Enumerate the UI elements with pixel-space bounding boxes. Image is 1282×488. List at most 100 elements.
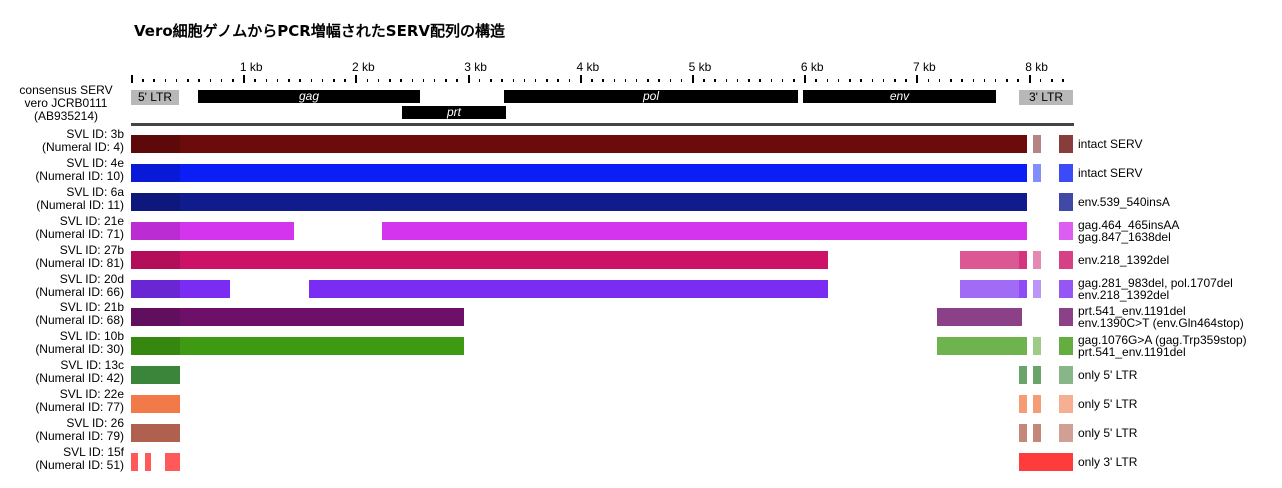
clone-segment	[382, 221, 1027, 240]
clone-note-line: env.1390C>T (env.Gln464stop)	[1078, 316, 1244, 331]
scale-label: 3 kb	[464, 60, 487, 74]
clone-note: gag.1076G>A (gag.Trp359stop) prt.541_env.…	[1078, 334, 1247, 358]
clone-segment	[309, 279, 828, 298]
scale-label: 2 kb	[352, 60, 375, 74]
clone-label: SVL ID: 27b (Numeral ID: 81)	[10, 242, 124, 270]
clone-id-line: SVL ID: 3b	[66, 127, 124, 141]
scale-tick	[164, 79, 167, 82]
clone-label: SVL ID: 10b (Numeral ID: 30)	[10, 330, 124, 356]
scale-tick	[254, 79, 256, 82]
clone-segment	[131, 452, 138, 471]
legend-swatch	[1059, 424, 1073, 442]
scale-tick	[310, 79, 312, 82]
scale-tick	[860, 79, 862, 82]
scale-tick	[905, 79, 907, 82]
scale-label: 1 kb	[239, 60, 263, 74]
scale-tick	[871, 79, 873, 82]
clone-segment	[131, 192, 1027, 211]
clone-numeral-line: (Numeral ID: 10)	[35, 168, 124, 183]
scale-tick	[400, 79, 402, 82]
clone-id-line: SVL ID: 27b	[59, 242, 124, 257]
figure-title: Vero細胞ゲノムからPCR増幅されたSERV配列の構造	[134, 22, 505, 40]
clone-label: SVL ID: 15f (Numeral ID: 51)	[10, 445, 124, 472]
clone-numeral-line: (Numeral ID: 81)	[35, 255, 124, 270]
clone-id-line: SVL ID: 22e	[59, 387, 124, 402]
scale-tick	[377, 79, 380, 82]
clone-label: SVL ID: 20d (Numeral ID: 66)	[10, 272, 124, 299]
scale-tick	[546, 79, 548, 82]
clone-segment	[1033, 366, 1041, 385]
scale-tick	[804, 75, 807, 83]
clone-id-line: SVL ID: 4e	[66, 155, 124, 170]
clone-segment	[960, 250, 1019, 269]
clone-note: env.539_540insA	[1078, 196, 1170, 208]
clone-note: env.218_1392del	[1078, 254, 1169, 266]
scale-tick	[276, 79, 279, 82]
scale-tick	[961, 79, 963, 82]
ltr3-box: 3' LTR	[1019, 90, 1073, 105]
scale-tick	[333, 79, 335, 82]
clone-note-line: env.539_540insA	[1078, 194, 1170, 209]
consensus-label: consensus SERV vero JCRB0111 (AB935214)	[10, 84, 122, 123]
clone-note: intact SERV	[1078, 167, 1142, 179]
clone-segment	[1033, 424, 1041, 442]
clone-numeral-line: (Numeral ID: 79)	[35, 429, 124, 443]
scale-tick	[815, 79, 817, 82]
scale-label: 6 kb	[800, 60, 824, 74]
scale-tick	[647, 79, 649, 82]
clone-note-line: gag.1076G>A (gag.Trp359stop)	[1078, 333, 1247, 348]
scale-tick	[635, 79, 638, 82]
scale-tick	[1062, 79, 1064, 82]
legend-swatch	[1059, 337, 1073, 356]
clone-note: prt.541_env.1191del env.1390C>T (env.Gln4…	[1078, 305, 1244, 329]
clone-segment	[131, 366, 180, 385]
consensus-label-line: consensus SERV	[19, 83, 113, 97]
ltr5-shade	[131, 163, 180, 182]
clone-segment	[131, 135, 1027, 153]
clone-numeral-line: (Numeral ID: 4)	[41, 140, 124, 154]
consensus-label-line: (AB935214)	[33, 109, 99, 123]
env-gene-box: env	[803, 90, 996, 103]
scale-tick	[153, 79, 155, 82]
clone-segment	[1033, 279, 1041, 298]
clone-segment	[1033, 250, 1041, 269]
clone-note: gag.281_983del, pol.1707del env.218_1392d…	[1078, 277, 1233, 301]
ltr5-shade	[131, 135, 180, 153]
clone-label: SVL ID: 21e (Numeral ID: 71)	[10, 214, 124, 241]
scale-tick	[1028, 75, 1031, 83]
scale-tick	[288, 79, 290, 82]
clone-numeral-line: (Numeral ID: 51)	[35, 457, 124, 472]
clone-segment	[1019, 250, 1027, 269]
scale-tick	[770, 79, 772, 82]
clone-label: SVL ID: 3b (Numeral ID: 4)	[10, 128, 124, 154]
scale-tick	[198, 79, 200, 82]
clone-segment	[131, 337, 464, 356]
clone-note-line: only 5' LTR	[1078, 368, 1138, 383]
scale-tick	[1017, 79, 1019, 82]
scale-tick	[456, 79, 458, 82]
pol-gene-box: pol	[504, 90, 798, 103]
clone-label: SVL ID: 4e (Numeral ID: 10)	[10, 155, 124, 183]
scale-tick	[624, 79, 627, 82]
scale-tick	[321, 79, 324, 82]
clone-numeral-line: (Numeral ID: 42)	[35, 371, 124, 386]
ltr5-shade	[131, 308, 180, 327]
scale-tick	[220, 79, 223, 82]
scale-tick	[703, 79, 705, 82]
scale-label: 4 kb	[576, 60, 600, 74]
legend-swatch	[1059, 250, 1073, 269]
scale-tick	[927, 79, 930, 82]
clone-numeral-line: (Numeral ID: 30)	[35, 342, 124, 357]
scale-tick	[938, 79, 941, 82]
clone-segment	[1033, 337, 1041, 356]
clone-note: intact SERV	[1078, 138, 1142, 150]
ltr5-shade	[131, 279, 180, 298]
clone-segment	[1019, 424, 1027, 442]
clone-segment	[131, 424, 180, 442]
scale-tick	[894, 79, 896, 82]
ltr5-shade	[131, 250, 180, 269]
clone-label: SVL ID: 6a (Numeral ID: 11)	[10, 185, 124, 212]
ltr5-shade	[131, 192, 180, 211]
clone-note-line: intact SERV	[1078, 165, 1143, 180]
legend-swatch	[1059, 135, 1073, 153]
